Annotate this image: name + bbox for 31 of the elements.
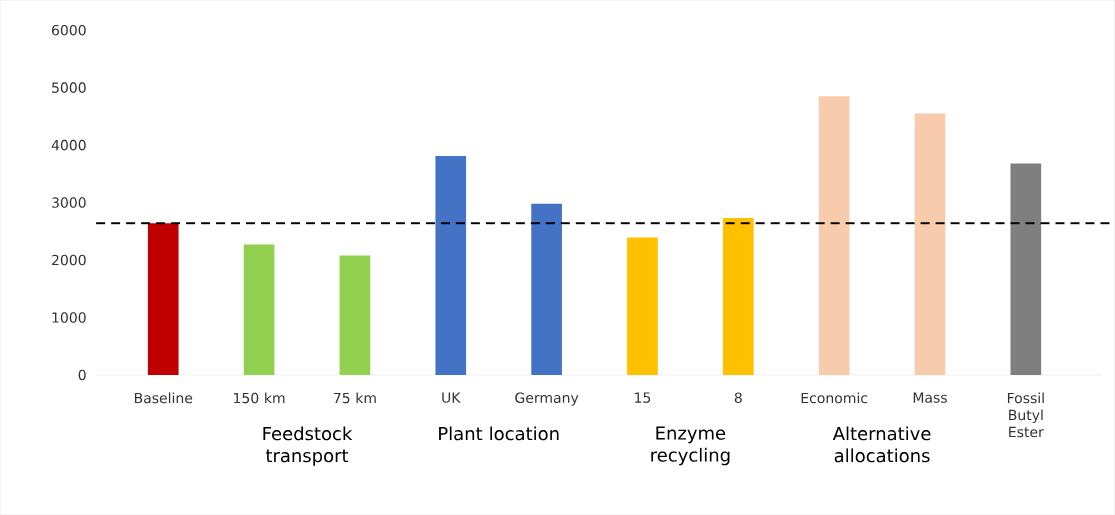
bar xyxy=(1010,163,1042,375)
text: Enzyme recycling xyxy=(651,426,730,466)
y-tick-label: 2000 xyxy=(52,254,86,266)
x-tick-label: Fossil Butyl Ester xyxy=(1007,392,1044,438)
y-tick-label: 1000 xyxy=(52,312,86,323)
text: Plant location xyxy=(439,426,559,441)
x-tick-label: 15 xyxy=(635,392,651,403)
bar xyxy=(339,255,371,375)
bar xyxy=(914,113,946,375)
x-tick-label: 8 xyxy=(734,392,742,404)
y-tick-label: 5000 xyxy=(52,82,86,93)
y-tick-label: 0 xyxy=(78,369,86,381)
x-tick-label: Economic xyxy=(801,392,868,404)
x-tick-label: Mass xyxy=(913,392,947,403)
y-tick-label: 4000 xyxy=(51,139,86,151)
bar xyxy=(722,218,754,375)
x-tick-label: UK xyxy=(442,392,461,403)
text: Alternative allocations xyxy=(832,426,931,463)
x-tick-label: 150 km xyxy=(234,392,285,404)
text: Feedstock transport xyxy=(263,426,353,466)
bar xyxy=(435,156,467,375)
y-tick-label: 3000 xyxy=(52,197,86,208)
y-tick-label: 6000 xyxy=(52,24,86,36)
bar xyxy=(531,203,562,375)
x-tick-label: Germany xyxy=(515,392,579,406)
bar xyxy=(147,223,179,375)
x-tick-label: Baseline xyxy=(134,392,193,404)
x-tick-label: 75 km xyxy=(333,392,376,404)
bar xyxy=(243,244,275,375)
bar xyxy=(627,237,658,375)
bar xyxy=(818,96,850,375)
